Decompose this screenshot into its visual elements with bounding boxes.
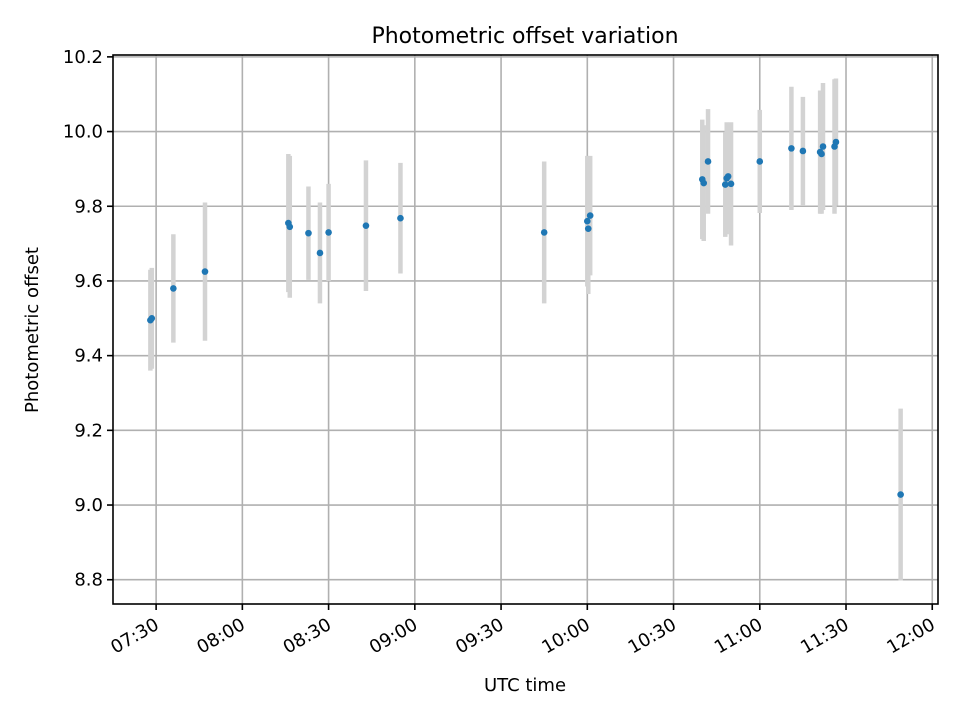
y-tick-label: 9.0 (74, 495, 103, 516)
y-axis-label: Photometric offset (22, 247, 43, 413)
data-point (201, 268, 209, 275)
y-tick-label: 9.8 (74, 196, 103, 217)
data-point (818, 150, 825, 158)
plot-frame (112, 54, 939, 605)
y-tick-label: 10.0 (63, 122, 103, 143)
data-point (727, 180, 735, 188)
data-point (721, 181, 729, 188)
data-point (704, 158, 712, 165)
data-point (788, 145, 795, 152)
y-tick-label: 9.6 (74, 271, 103, 292)
data-point (148, 314, 156, 322)
data-point (832, 138, 840, 146)
data-point (170, 285, 177, 292)
grid-layer (113, 55, 938, 604)
data-point (305, 229, 312, 237)
data-point (397, 214, 404, 222)
y-tick-label: 8.8 (74, 570, 103, 591)
data-point (799, 147, 807, 155)
data-point (584, 225, 592, 232)
chart-title: Photometric offset variation (371, 24, 678, 49)
data-point (325, 229, 332, 236)
data-point (586, 212, 594, 219)
data-point (286, 223, 294, 231)
y-tick-label: 9.4 (74, 346, 103, 367)
data-point (540, 229, 548, 236)
y-tick-label: 10.2 (63, 47, 103, 68)
data-point (897, 491, 904, 498)
data-point (819, 143, 827, 150)
data-point (756, 158, 764, 165)
x-axis-label: UTC time (484, 675, 566, 696)
data-point (316, 249, 324, 257)
data-point (584, 217, 591, 225)
y-tick-label: 9.2 (74, 420, 103, 441)
point-layer (147, 138, 904, 498)
data-point (362, 222, 370, 229)
data-point (700, 179, 708, 187)
data-point (724, 173, 732, 180)
